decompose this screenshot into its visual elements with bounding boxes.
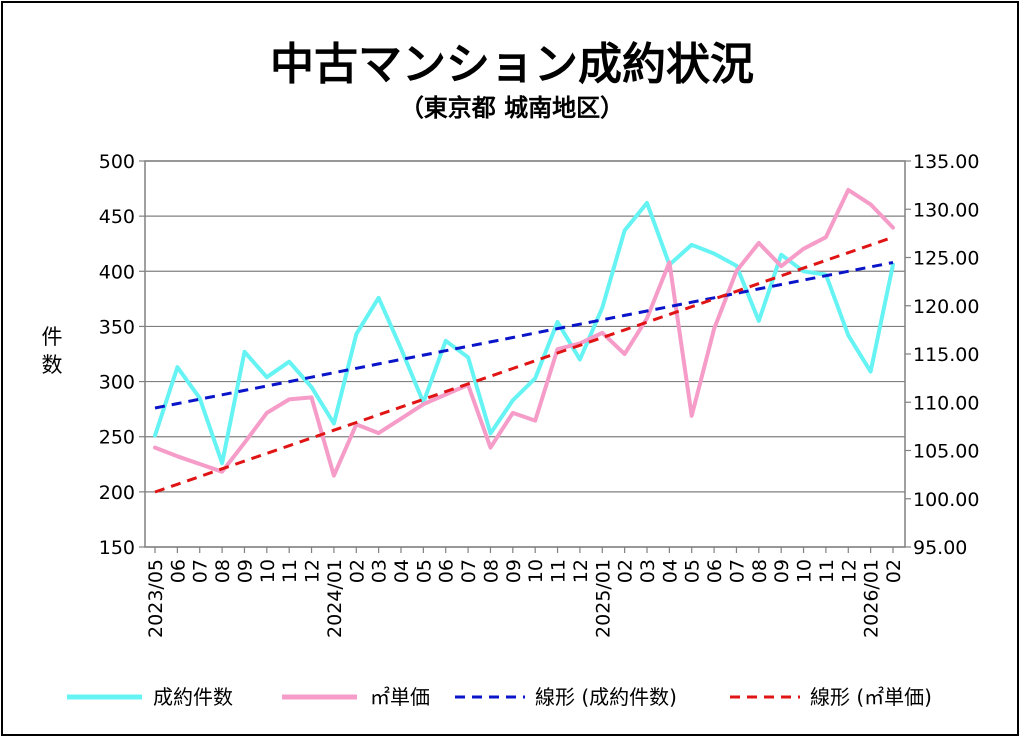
y-tick-label: 450 [99, 206, 135, 228]
x-tick-label: 11 [548, 559, 570, 583]
x-tick-label: 10 [257, 559, 279, 583]
x-tick-label: 11 [279, 559, 301, 583]
x-tick-label: 2026/01 [861, 559, 883, 638]
x-tick-label: 2023/05 [145, 559, 167, 638]
x-tick-label: 04 [659, 559, 681, 583]
x-tick-label: 02 [883, 559, 905, 583]
series-line-4 [154, 235, 894, 494]
series-line-3 [154, 261, 894, 410]
x-tick-label: 2025/01 [592, 559, 614, 638]
x-tick-label: 03 [637, 559, 659, 583]
x-tick-label: 08 [749, 559, 771, 583]
y-tick-label: 250 [99, 427, 135, 449]
y2-tick-label: 100.00 [913, 489, 979, 511]
y2-tick-label: 130.00 [913, 199, 979, 221]
legend-label: ㎡単価 [370, 685, 430, 709]
y-axis-label: 件 [42, 325, 63, 349]
y-tick-label: 150 [99, 537, 135, 559]
y2-tick-label: 120.00 [913, 296, 979, 318]
y-tick-label: 300 [99, 372, 135, 394]
legend-label: 線形 (㎡単価) [810, 685, 932, 709]
x-tick-label: 06 [167, 559, 189, 583]
x-tick-label: 07 [726, 559, 748, 583]
x-tick-label: 08 [212, 559, 234, 583]
chart-subtitle: （東京都 城南地区） [399, 94, 625, 122]
plot-area [144, 160, 906, 548]
y-tick-label: 350 [99, 316, 135, 338]
chart-title: 中古マンション成約状況 [270, 39, 754, 90]
legend-label: 成約件数 [153, 685, 233, 709]
x-tick-label: 09 [503, 559, 525, 583]
x-tick-label: 12 [302, 559, 324, 583]
x-tick-label: 09 [234, 559, 256, 583]
y2-tick-label: 105.00 [913, 441, 979, 463]
y2-tick-label: 125.00 [913, 248, 979, 270]
y-tick-label: 500 [99, 151, 135, 173]
x-tick-label: 02 [615, 559, 637, 583]
y2-tick-label: 115.00 [913, 344, 979, 366]
x-tick-label: 08 [480, 559, 502, 583]
x-tick-label: 03 [369, 559, 391, 583]
x-tick-label: 06 [704, 559, 726, 583]
series-line-1 [153, 200, 895, 466]
y-tick-label: 200 [99, 482, 135, 504]
legend-label: 線形 (成約件数) [535, 685, 677, 709]
series-line-2 [153, 187, 895, 478]
x-tick-label: 07 [458, 559, 480, 583]
x-tick-label: 02 [346, 559, 368, 583]
x-tick-label: 09 [771, 559, 793, 583]
x-tick-label: 11 [816, 559, 838, 583]
y2-tick-label: 95.00 [913, 537, 967, 559]
x-tick-label: 04 [391, 559, 413, 583]
x-tick-label: 12 [570, 559, 592, 583]
x-tick-label: 2024/01 [324, 559, 346, 638]
x-tick-label: 10 [525, 559, 547, 583]
y-axis-label: 数 [42, 353, 63, 377]
x-tick-label: 05 [413, 559, 435, 583]
x-tick-label: 05 [682, 559, 704, 583]
x-tick-label: 06 [436, 559, 458, 583]
y2-tick-label: 135.00 [913, 151, 979, 173]
x-tick-label: 12 [838, 559, 860, 583]
x-tick-label: 07 [190, 559, 212, 583]
y2-tick-label: 110.00 [913, 392, 979, 414]
x-tick-label: 10 [794, 559, 816, 583]
y-tick-label: 400 [99, 261, 135, 283]
